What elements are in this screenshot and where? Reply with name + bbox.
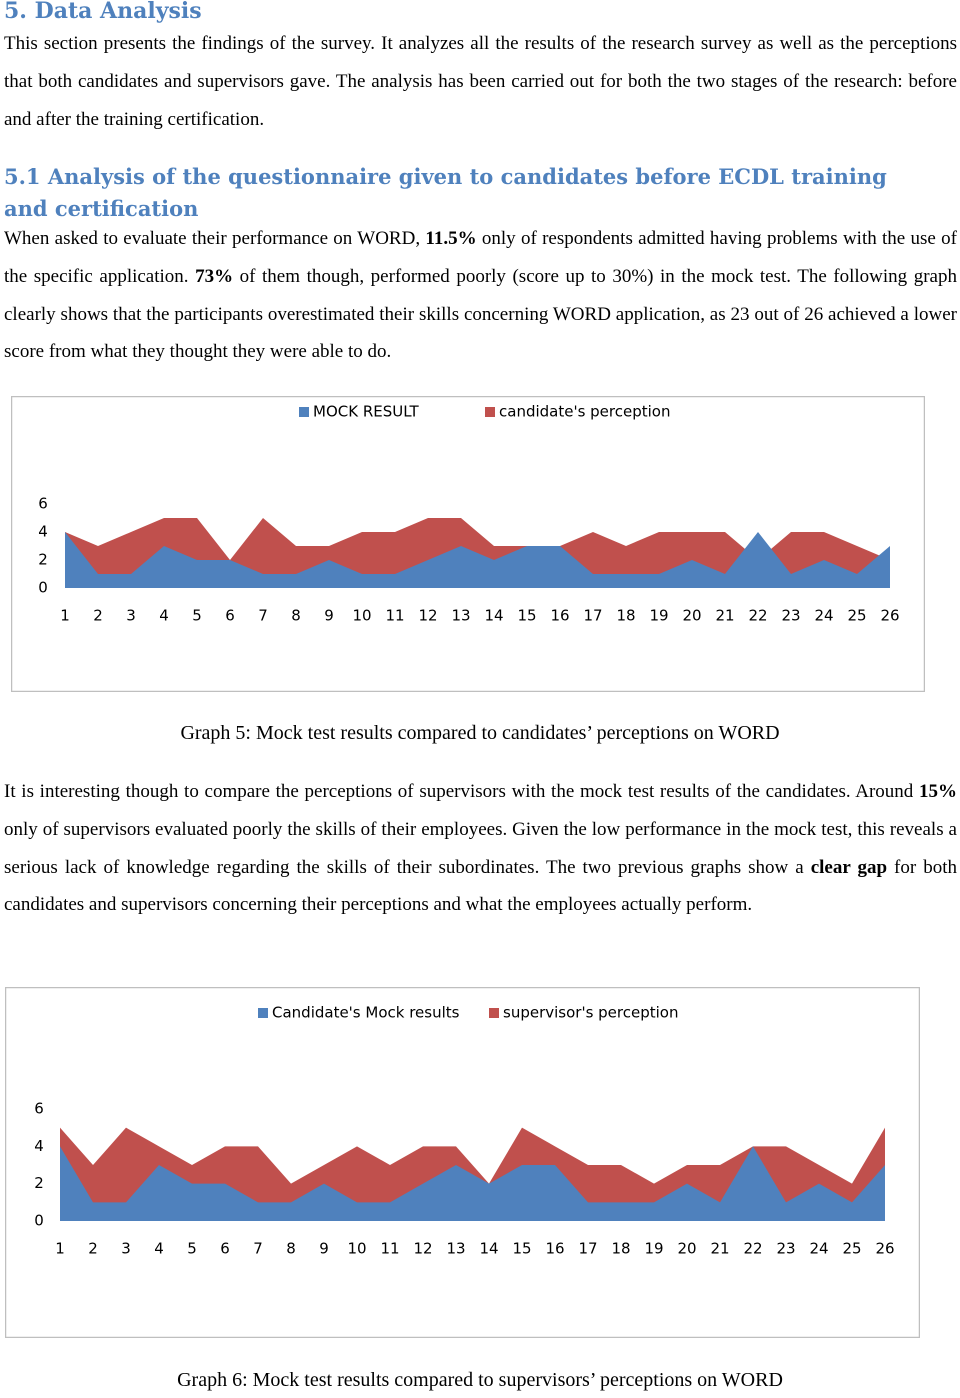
x-tick-label: 9 [319, 1240, 329, 1258]
text: It is interesting though to compare the … [4, 781, 919, 802]
x-tick-label: 13 [451, 607, 470, 625]
area [60, 1146, 885, 1221]
x-tick-label: 15 [517, 607, 536, 625]
y-tick-label: 4 [34, 1137, 44, 1155]
y-tick-label: 2 [38, 551, 48, 569]
x-tick-label: 2 [93, 607, 103, 625]
x-tick-label: 21 [715, 607, 734, 625]
x-tick-label: 16 [550, 607, 569, 625]
x-tick-label: 6 [220, 1240, 230, 1258]
subheading: 5.1 Analysis of the questionnaire given … [4, 164, 887, 221]
paragraph: This section presents the findings of th… [4, 25, 957, 138]
x-tick-label: 6 [225, 607, 235, 625]
x-tick-label: 15 [512, 1240, 531, 1258]
x-tick-label: 26 [875, 1240, 894, 1258]
x-tick-label: 1 [55, 1240, 65, 1258]
heading: 5. Data Analysis [4, 0, 202, 24]
y-tick-label: 6 [34, 1100, 44, 1118]
x-tick-label: 12 [413, 1240, 432, 1258]
x-tick-label: 3 [126, 607, 136, 625]
x-tick-label: 7 [258, 607, 268, 625]
x-tick-label: 8 [286, 1240, 296, 1258]
area [65, 532, 890, 588]
x-tick-label: 17 [583, 607, 602, 625]
legend-label: Candidate's Mock results [272, 1004, 460, 1022]
x-tick-label: 4 [154, 1240, 164, 1258]
x-tick-label: 1 [60, 607, 70, 625]
paragraph: It is interesting though to compare the … [4, 773, 957, 924]
text: This section presents the findings of th… [4, 33, 957, 130]
legend-swatch [258, 1008, 268, 1018]
legend-label: MOCK RESULT [313, 403, 420, 421]
x-tick-label: 23 [776, 1240, 795, 1258]
x-tick-label: 17 [578, 1240, 597, 1258]
x-tick-label: 20 [682, 607, 701, 625]
bold-text: 15% [919, 781, 957, 802]
x-tick-label: 7 [253, 1240, 263, 1258]
bold-text: clear gap [810, 856, 888, 878]
x-tick-label: 23 [781, 607, 800, 625]
x-tick-label: 13 [446, 1240, 465, 1258]
y-tick-label: 2 [34, 1174, 44, 1192]
x-tick-label: 19 [644, 1240, 663, 1258]
bold-text: 11.5% [425, 228, 477, 249]
x-tick-label: 10 [352, 607, 371, 625]
y-tick-label: 0 [38, 579, 48, 597]
caption: Graph 5: Mock test results compared to c… [180, 722, 780, 744]
text: only of supervisors evaluated poorly the… [4, 818, 957, 878]
x-tick-label: 4 [159, 607, 169, 625]
x-tick-label: 8 [291, 607, 301, 625]
x-tick-label: 5 [187, 1240, 197, 1258]
x-tick-label: 12 [418, 607, 437, 625]
paragraph: When asked to evaluate their performance… [4, 220, 957, 371]
x-tick-label: 2 [88, 1240, 98, 1258]
x-tick-label: 14 [484, 607, 503, 625]
text: only of respondents admitted having prob… [4, 228, 957, 287]
x-tick-label: 26 [880, 607, 899, 625]
x-tick-label: 20 [677, 1240, 696, 1258]
x-tick-label: 11 [385, 607, 404, 625]
x-tick-label: 25 [847, 607, 866, 625]
x-tick-label: 24 [814, 607, 833, 625]
x-tick-label: 22 [743, 1240, 762, 1258]
legend-label: supervisor's perception [503, 1004, 678, 1022]
y-tick-label: 6 [38, 495, 48, 513]
x-tick-label: 3 [121, 1240, 131, 1258]
x-tick-label: 24 [809, 1240, 828, 1258]
y-tick-label: 0 [34, 1212, 44, 1230]
x-tick-label: 10 [347, 1240, 366, 1258]
legend-swatch [489, 1008, 499, 1018]
x-tick-label: 9 [324, 607, 334, 625]
x-tick-label: 19 [649, 607, 668, 625]
legend-swatch [485, 407, 495, 417]
legend-label: candidate's perception [499, 403, 670, 421]
x-tick-label: 14 [479, 1240, 498, 1258]
bold-text: 73% [195, 265, 234, 287]
x-tick-label: 16 [545, 1240, 564, 1258]
x-tick-label: 11 [380, 1240, 399, 1258]
text: When asked to evaluate their performance… [4, 228, 426, 249]
x-tick-label: 18 [616, 607, 635, 625]
x-tick-label: 18 [611, 1240, 630, 1258]
text: for both candidates and supervisors conc… [4, 856, 957, 916]
y-tick-label: 4 [38, 523, 48, 541]
text: of them though, performed poorly (score … [4, 265, 957, 363]
caption: Graph 6: Mock test results compared to s… [177, 1369, 783, 1391]
x-tick-label: 22 [748, 607, 767, 625]
x-tick-label: 25 [842, 1240, 861, 1258]
x-tick-label: 21 [710, 1240, 729, 1258]
legend-swatch [299, 407, 309, 417]
x-tick-label: 5 [192, 607, 202, 625]
